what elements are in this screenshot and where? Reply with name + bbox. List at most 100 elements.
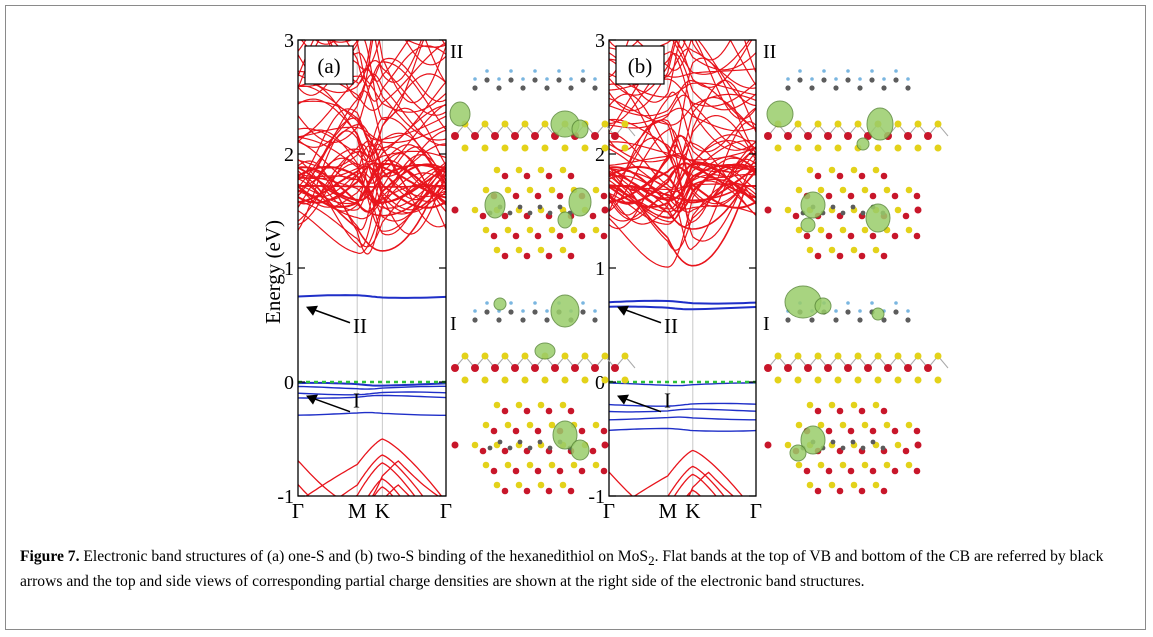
mo-atom — [523, 252, 531, 260]
mo-atom — [534, 192, 542, 200]
conduction-band — [298, 150, 446, 222]
s-atom — [854, 120, 862, 128]
h-atom — [798, 69, 802, 73]
mo-atom — [836, 252, 844, 260]
c-atom — [840, 210, 846, 216]
s-atom — [817, 421, 825, 429]
mo-atom — [880, 487, 888, 495]
mo-atom — [551, 364, 559, 372]
charge-lobe — [484, 191, 506, 219]
conduction-band — [609, 79, 756, 130]
charge-lobe — [550, 294, 580, 328]
x-tick-label: Γ — [292, 499, 304, 523]
mo-atom — [531, 132, 539, 140]
mo-atom — [847, 427, 855, 435]
s-atom — [854, 376, 862, 384]
s-atom — [541, 376, 549, 384]
h-atom — [858, 309, 862, 313]
mo-atom — [491, 132, 499, 140]
h-atom — [906, 309, 910, 313]
c-atom — [869, 77, 875, 83]
s-atom — [795, 226, 803, 234]
h-atom — [882, 77, 886, 81]
mo-atom — [869, 427, 877, 435]
c-atom — [821, 77, 827, 83]
panel-label: (a) — [317, 54, 340, 78]
conduction-band — [331, 40, 381, 70]
mo-atom — [523, 487, 531, 495]
mo-atom — [869, 232, 877, 240]
mo-atom — [914, 206, 922, 214]
conduction-band — [298, 81, 446, 151]
charge-lobe — [570, 439, 590, 461]
valence-band — [609, 495, 710, 496]
mo-atom — [490, 467, 498, 475]
s-atom — [834, 376, 842, 384]
density-column-a: III — [449, 41, 636, 495]
conduction-band — [609, 91, 756, 177]
mo-atom — [567, 172, 575, 180]
s-atom — [601, 352, 609, 360]
s-atom — [526, 186, 534, 194]
s-atom — [861, 186, 869, 194]
c-atom — [870, 439, 876, 445]
c-atom — [496, 85, 502, 91]
mo-atom — [764, 441, 772, 449]
panel-border — [297, 39, 447, 497]
c-atom — [532, 77, 538, 83]
s-atom — [872, 166, 880, 174]
x-tick-label: M — [348, 499, 367, 523]
mo-atom — [880, 172, 888, 180]
mo-atom — [836, 487, 844, 495]
mo-atom — [501, 487, 509, 495]
valence-band — [609, 520, 756, 540]
s-atom — [471, 206, 479, 214]
conduction-band — [298, 40, 446, 103]
mo-atom — [512, 427, 520, 435]
s-atom — [795, 421, 803, 429]
s-atom — [482, 461, 490, 469]
c-atom — [857, 85, 863, 91]
y-tick-label: 2 — [595, 144, 605, 166]
mo-atom — [545, 407, 553, 415]
c-atom — [508, 77, 514, 83]
h-atom — [870, 301, 874, 305]
arrow-shaft — [313, 397, 351, 413]
h-atom — [545, 309, 549, 313]
h-atom — [846, 301, 850, 305]
flat-band — [298, 294, 446, 299]
c-atom — [857, 317, 863, 323]
mo-atom — [858, 407, 866, 415]
s-atom — [592, 226, 600, 234]
s-atom — [537, 166, 545, 174]
s-atom — [581, 352, 589, 360]
c-atom — [487, 445, 493, 451]
c-atom — [517, 439, 523, 445]
mo-atom — [792, 212, 800, 220]
s-atom — [817, 461, 825, 469]
c-atom — [520, 317, 526, 323]
conduction-band — [609, 162, 756, 208]
arrow-head — [617, 394, 629, 405]
s-atom — [481, 376, 489, 384]
valence-band — [298, 503, 446, 540]
c-atom — [507, 210, 513, 216]
mo-atom — [479, 447, 487, 455]
s-atom — [794, 144, 802, 152]
s-atom — [894, 206, 902, 214]
bands — [609, 40, 756, 540]
arrow-head — [306, 394, 318, 405]
h-atom — [593, 309, 597, 313]
mo-atom — [600, 467, 608, 475]
c-atom — [833, 85, 839, 91]
mo-atom — [824, 364, 832, 372]
c-atom — [797, 77, 803, 83]
s-atom — [795, 186, 803, 194]
s-atom — [814, 352, 822, 360]
arrow-head — [617, 305, 629, 316]
c-atom — [833, 317, 839, 323]
mo-atom — [591, 364, 599, 372]
s-atom — [559, 401, 567, 409]
valence-band — [340, 454, 424, 496]
